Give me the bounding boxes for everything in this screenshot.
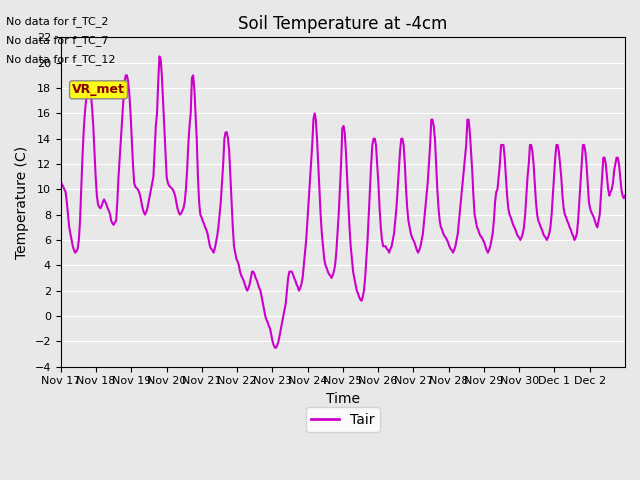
- Y-axis label: Temperature (C): Temperature (C): [15, 145, 29, 259]
- Text: No data for f_TC_12: No data for f_TC_12: [6, 54, 116, 65]
- X-axis label: Time: Time: [326, 392, 360, 406]
- Text: No data for f_TC_2: No data for f_TC_2: [6, 16, 109, 27]
- Text: VR_met: VR_met: [72, 84, 125, 96]
- Legend: Tair: Tair: [306, 407, 380, 432]
- Title: Soil Temperature at -4cm: Soil Temperature at -4cm: [238, 15, 447, 33]
- Text: No data for f_TC_7: No data for f_TC_7: [6, 35, 109, 46]
